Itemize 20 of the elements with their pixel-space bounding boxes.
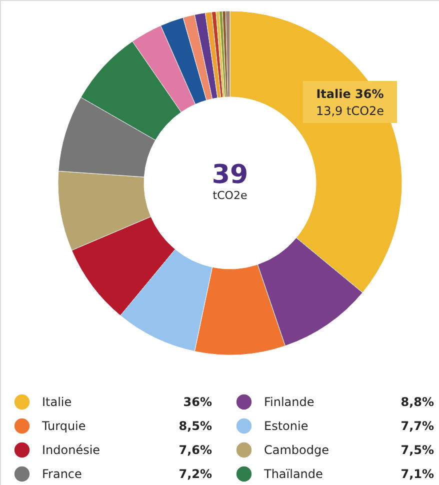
- text: 13,9 tCO2e: [316, 104, 384, 118]
- data-label: 7,6%: [178, 443, 212, 457]
- data-label: 7,2%: [178, 467, 212, 481]
- legend-label: Turquie: [41, 419, 86, 433]
- data-label: 7,7%: [400, 419, 434, 433]
- legend-label: France: [42, 467, 82, 481]
- legend-label: Thaïlande: [263, 467, 323, 481]
- data-label: 36%: [183, 395, 212, 409]
- legend-label: Finlande: [264, 395, 314, 409]
- data-label: 8,5%: [178, 419, 212, 433]
- legend-label: Indonésie: [42, 443, 100, 457]
- text: tCO2e: [212, 189, 248, 202]
- data-label: 7,5%: [400, 443, 434, 457]
- text: Italie 36%: [316, 87, 384, 101]
- legend-label: Estonie: [264, 419, 308, 433]
- legend-label: Italie: [42, 395, 72, 409]
- data-label: 7,1%: [400, 467, 434, 481]
- data-label: 8,8%: [400, 395, 434, 409]
- legend-label: Cambodge: [264, 443, 329, 457]
- text: 39: [212, 160, 248, 190]
